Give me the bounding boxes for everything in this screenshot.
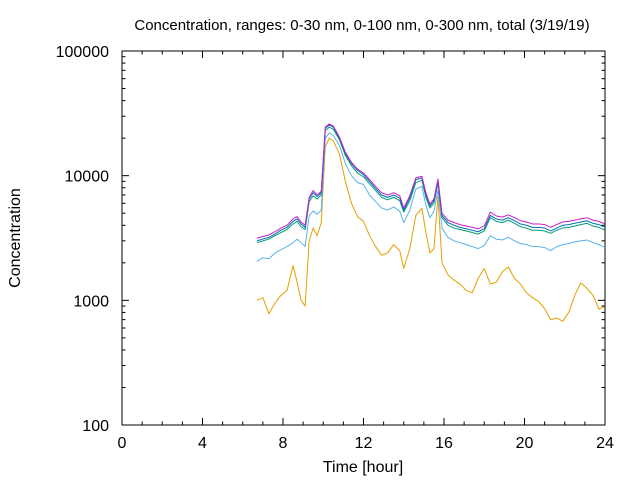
series-line-4 — [256, 124, 606, 242]
x-tick-label: 20 — [516, 435, 534, 452]
x-tick-label: 12 — [355, 435, 373, 452]
x-axis-label: Time [hour] — [323, 459, 403, 476]
x-tick-label: 8 — [279, 435, 288, 452]
series-line-2 — [256, 132, 606, 262]
series-line-3 — [256, 126, 606, 244]
plot-frame — [121, 50, 606, 426]
x-tick-label: 0 — [118, 435, 127, 452]
y-tick-label: 1000 — [73, 293, 109, 310]
y-axis-ticks: 100 1000 10000 100000 — [56, 44, 605, 435]
x-tick-label: 16 — [435, 435, 453, 452]
y-tick-label: 100000 — [56, 44, 109, 61]
x-tick-label: 24 — [596, 435, 614, 452]
y-tick-label: 100 — [82, 418, 109, 435]
series-group — [256, 123, 606, 322]
plot-area — [121, 50, 606, 426]
y-tick-label: 10000 — [65, 169, 110, 186]
chart-title: Concentration, ranges: 0-30 nm, 0-100 nm… — [134, 17, 589, 34]
series-line-1 — [256, 137, 606, 322]
y-axis-label: Concentration — [7, 188, 24, 288]
series-line-5 — [256, 123, 606, 239]
x-tick-label: 4 — [198, 435, 207, 452]
x-axis-ticks: 0 4 8 12 16 20 24 — [118, 51, 614, 452]
